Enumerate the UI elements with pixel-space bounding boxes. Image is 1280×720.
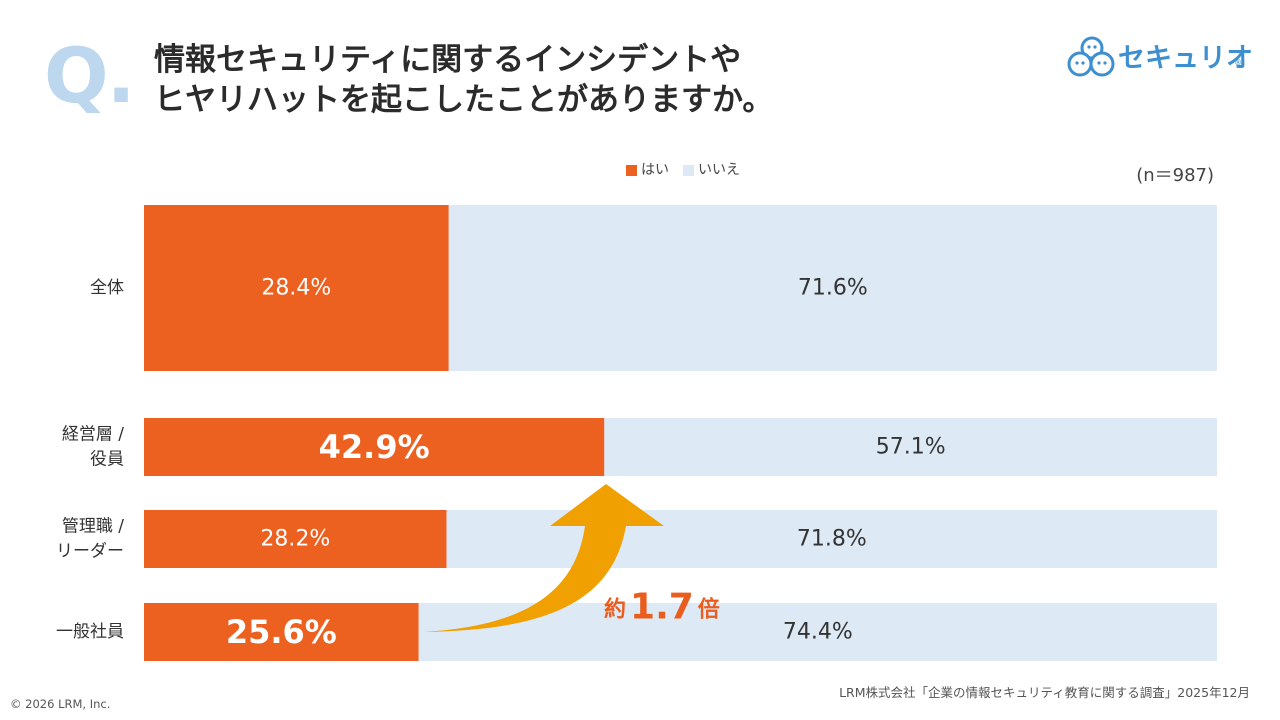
bar-no (604, 418, 1217, 476)
page-title: 情報セキュリティに関するインシデントや ヒヤリハットを起こしたことがありますか。 (154, 40, 773, 120)
sample-size-label: (n＝987) (1136, 165, 1214, 186)
bar-yes (144, 205, 449, 371)
page-title-line1: 情報セキュリティに関するインシデントや (154, 42, 742, 78)
question-mark: Q. (44, 31, 135, 120)
logo-registered-mark: ® (1234, 58, 1242, 67)
category-label: 役員 (90, 450, 124, 470)
data-label-yes: 42.9% (319, 428, 430, 466)
annotation-prefix: 約 (604, 597, 626, 623)
logo-mascot-icon (1067, 36, 1115, 77)
legend-swatch-no (683, 164, 694, 176)
data-label-no: 71.6% (798, 276, 868, 301)
data-label-yes: 28.2% (260, 527, 330, 552)
page-title-line2: ヒヤリハットを起こしたことがありますか。 (154, 82, 774, 118)
category-label: リーダー (56, 542, 124, 562)
legend-swatch-yes (626, 164, 637, 176)
legend-label-no: いいえ (698, 162, 740, 178)
bar-no (448, 205, 1217, 371)
category-label: 全体 (90, 278, 124, 298)
growth-arrow-icon (424, 484, 664, 632)
source-note: LRM株式会社「企業の情報セキュリティ教育に関する調査」2025年12月 (839, 685, 1250, 700)
legend-label-yes: はい (641, 162, 669, 178)
copyright-notice: © 2026 LRM, Inc. (10, 697, 111, 711)
data-label-no: 71.8% (797, 527, 867, 552)
annotation-value: 1.7 (630, 587, 694, 628)
legend-item-yes: はい (626, 161, 669, 179)
bar-yes (144, 510, 447, 568)
data-label-yes: 25.6% (226, 613, 337, 651)
category-label: 一般社員 (56, 622, 124, 642)
category-label: 管理職 / (62, 517, 124, 537)
data-label-no: 57.1% (876, 435, 946, 460)
chart-legend: はい いいえ (626, 161, 754, 179)
bar-yes (144, 418, 605, 476)
logo-text: セキュリオ (1118, 43, 1253, 74)
legend-item-no: いいえ (683, 161, 740, 179)
category-label: 経営層 / (62, 425, 124, 445)
securio-logo: セキュリオ ® (1066, 36, 1253, 84)
bar-yes (144, 603, 419, 661)
data-label-no: 74.4% (783, 620, 853, 645)
data-label-yes: 28.4% (261, 276, 331, 301)
annotation-suffix: 倍 (698, 597, 720, 623)
